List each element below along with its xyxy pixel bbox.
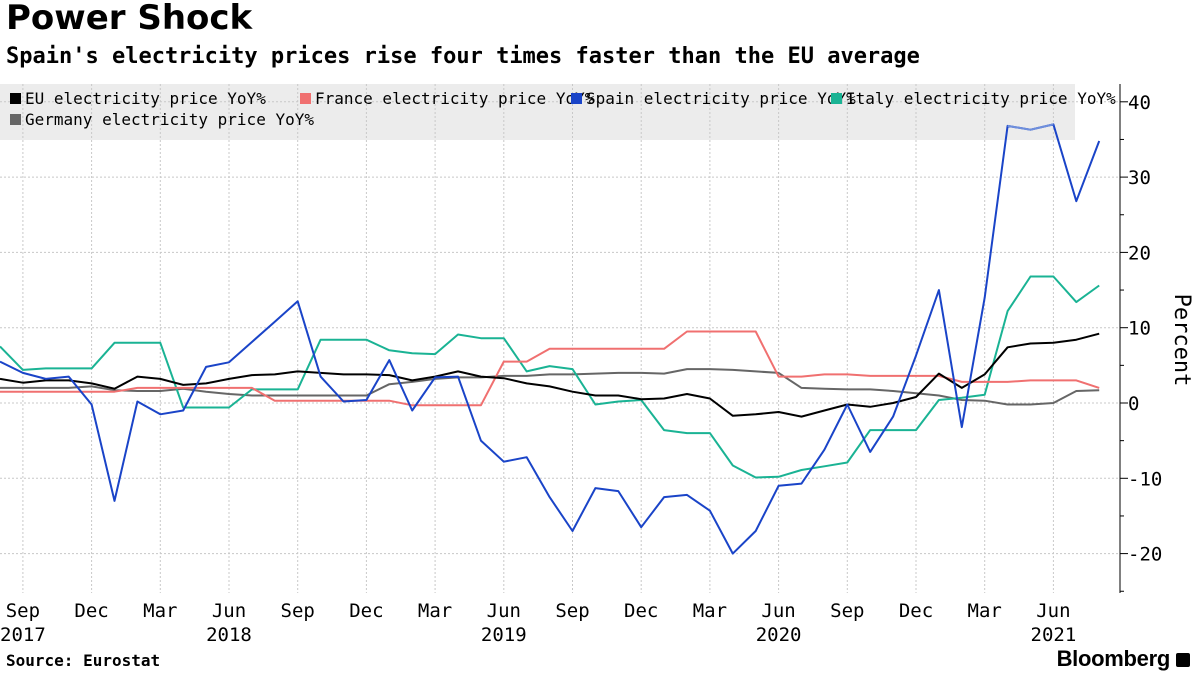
- y-tick-label: 40: [1128, 92, 1151, 114]
- x-year-label: 2017: [0, 624, 46, 646]
- x-tick-label: Sep: [6, 600, 40, 622]
- y-tick-label: 20: [1128, 242, 1151, 264]
- legend-swatch: [10, 114, 21, 125]
- grid: [0, 84, 1120, 593]
- legend-swatch: [300, 93, 311, 104]
- terminal-icon: [1176, 653, 1190, 667]
- series-line: [0, 332, 1100, 418]
- y-axis: -20 -10 0 10 20 30 40: [1119, 84, 1162, 593]
- bloomberg-logo: Bloomberg: [1057, 646, 1190, 672]
- series-line-highlight: [1007, 123, 1054, 131]
- x-year-label: 2019: [481, 624, 527, 646]
- series-lines: [0, 123, 1101, 555]
- legend: EU electricity price YoY% France electric…: [10, 89, 1116, 129]
- y-tick-label: 0: [1128, 393, 1139, 415]
- x-tick-label: Dec: [74, 600, 108, 622]
- x-tick-label: Jun: [487, 600, 521, 622]
- legend-swatch: [10, 93, 21, 104]
- legend-label: France electricity price YoY%: [315, 89, 595, 108]
- x-tick-label: Dec: [349, 600, 383, 622]
- series-line: [0, 275, 1100, 479]
- legend-swatch: [831, 93, 842, 104]
- legend-background: [0, 84, 1075, 140]
- x-tick-label: Mar: [968, 600, 1002, 622]
- x-tick-label: Dec: [624, 600, 658, 622]
- x-tick-label: Jun: [212, 600, 246, 622]
- series-line: [0, 330, 1100, 407]
- legend-swatch: [571, 93, 582, 104]
- series-line: [0, 123, 1101, 555]
- x-tick-label: Sep: [281, 600, 315, 622]
- y-tick-label: -10: [1128, 468, 1162, 490]
- x-year-label: 2020: [756, 624, 802, 646]
- x-year-label: 2018: [206, 624, 252, 646]
- y-tick-label: -20: [1128, 544, 1162, 566]
- x-tick-label: Sep: [555, 600, 589, 622]
- x-tick-label: Mar: [693, 600, 727, 622]
- legend-label: EU electricity price YoY%: [25, 89, 266, 108]
- x-year-label: 2021: [1031, 624, 1077, 646]
- y-tick-label: 10: [1128, 318, 1151, 340]
- legend-label: Germany electricity price YoY%: [25, 110, 314, 129]
- x-tick-label: Sep: [830, 600, 864, 622]
- brand-text: Bloomberg: [1056, 646, 1171, 671]
- x-tick-label: Dec: [899, 600, 933, 622]
- y-tick-label: 30: [1128, 167, 1151, 189]
- chart-subtitle: Spain's electricity prices rise four tim…: [6, 44, 920, 69]
- source-note: Source: Eurostat: [6, 651, 161, 670]
- legend-label: Spain electricity price YoY%: [586, 89, 856, 108]
- x-tick-label: Mar: [418, 600, 452, 622]
- x-tick-label: Jun: [761, 600, 795, 622]
- x-tick-label: Jun: [1036, 600, 1070, 622]
- y-axis-label: Percent: [1169, 294, 1194, 387]
- x-tick-label: Mar: [143, 600, 177, 622]
- chart-title: Power Shock: [6, 0, 253, 38]
- legend-label: Italy electricity price YoY%: [846, 89, 1116, 108]
